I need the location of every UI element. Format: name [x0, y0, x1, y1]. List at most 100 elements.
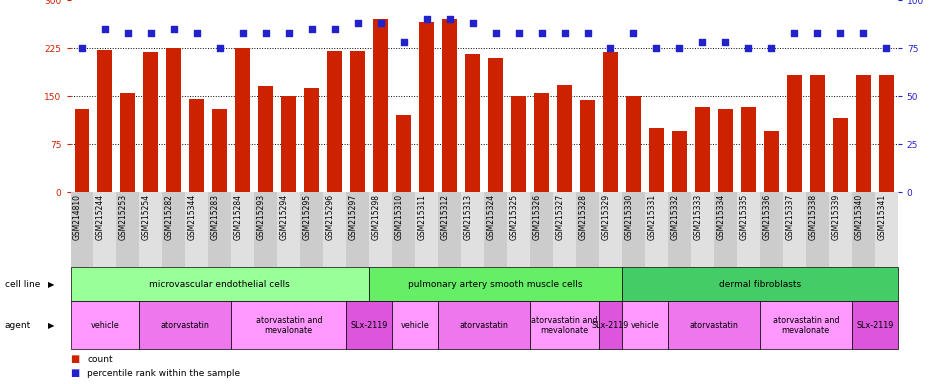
Point: [396, 39, 411, 45]
Text: ▶: ▶: [49, 321, 55, 330]
Bar: [465, 55, 480, 192]
Bar: [74, 109, 89, 192]
Bar: [488, 58, 503, 192]
Point: [351, 20, 366, 26]
Text: atorvastatin and
mevalonate: atorvastatin and mevalonate: [256, 316, 322, 335]
Point: [672, 45, 687, 51]
Bar: [281, 96, 296, 192]
Bar: [534, 93, 549, 192]
Bar: [741, 107, 756, 192]
Text: GSM215293: GSM215293: [257, 194, 266, 240]
Text: GSM215332: GSM215332: [670, 194, 680, 240]
Text: GSM215337: GSM215337: [785, 194, 794, 240]
Text: ■: ■: [70, 354, 80, 364]
Text: atorvastatin: atorvastatin: [161, 321, 210, 330]
Bar: [855, 75, 870, 192]
Point: [557, 30, 572, 36]
Point: [327, 26, 342, 32]
Point: [626, 30, 641, 36]
Point: [741, 45, 756, 51]
Bar: [580, 101, 595, 192]
Text: agent: agent: [5, 321, 31, 330]
Text: GSM214810: GSM214810: [73, 194, 82, 240]
Text: GSM215253: GSM215253: [119, 194, 128, 240]
Text: SLx-2119: SLx-2119: [856, 321, 893, 330]
Bar: [442, 19, 457, 192]
Text: GSM215313: GSM215313: [463, 194, 473, 240]
Bar: [833, 118, 848, 192]
Point: [695, 39, 710, 45]
Bar: [327, 51, 342, 192]
Text: GSM215338: GSM215338: [808, 194, 817, 240]
Point: [534, 30, 549, 36]
Bar: [144, 53, 158, 192]
Text: GSM215295: GSM215295: [303, 194, 312, 240]
Bar: [98, 50, 113, 192]
Point: [580, 30, 595, 36]
Bar: [396, 115, 411, 192]
Text: GSM215335: GSM215335: [740, 194, 748, 240]
Bar: [511, 96, 526, 192]
Text: GSM215336: GSM215336: [762, 194, 772, 240]
Bar: [212, 109, 227, 192]
Bar: [166, 48, 181, 192]
Bar: [373, 19, 388, 192]
Text: GSM215339: GSM215339: [831, 194, 840, 240]
Text: GSM215254: GSM215254: [142, 194, 151, 240]
Text: GSM215333: GSM215333: [694, 194, 702, 240]
Point: [442, 16, 457, 22]
Text: GSM215334: GSM215334: [716, 194, 726, 240]
Text: GSM215340: GSM215340: [854, 194, 863, 240]
Point: [212, 45, 227, 51]
Point: [74, 45, 89, 51]
Bar: [809, 75, 824, 192]
Text: GSM215344: GSM215344: [188, 194, 196, 240]
Point: [189, 30, 204, 36]
Text: GSM215330: GSM215330: [624, 194, 634, 240]
Point: [120, 30, 135, 36]
Text: GSM215327: GSM215327: [556, 194, 565, 240]
Bar: [258, 86, 274, 192]
Text: GSM215310: GSM215310: [395, 194, 403, 240]
Text: vehicle: vehicle: [400, 321, 430, 330]
Bar: [557, 85, 572, 192]
Text: GSM215282: GSM215282: [164, 194, 174, 240]
Text: SLx-2119: SLx-2119: [592, 321, 629, 330]
Text: vehicle: vehicle: [90, 321, 119, 330]
Bar: [120, 93, 135, 192]
Bar: [879, 75, 894, 192]
Text: atorvastatin and
mevalonate: atorvastatin and mevalonate: [531, 316, 598, 335]
Point: [879, 45, 894, 51]
Bar: [672, 131, 687, 192]
Text: GSM215326: GSM215326: [533, 194, 541, 240]
Text: GSM215294: GSM215294: [280, 194, 289, 240]
Text: GSM215324: GSM215324: [487, 194, 495, 240]
Point: [98, 26, 113, 32]
Bar: [764, 131, 778, 192]
Text: percentile rank within the sample: percentile rank within the sample: [87, 369, 241, 378]
Point: [764, 45, 779, 51]
Text: microvascular endothelial cells: microvascular endothelial cells: [149, 280, 290, 289]
Point: [305, 26, 320, 32]
Text: atorvastatin and
mevalonate: atorvastatin and mevalonate: [773, 316, 839, 335]
Bar: [189, 99, 204, 192]
Bar: [626, 96, 641, 192]
Point: [144, 30, 159, 36]
Text: GSM215283: GSM215283: [211, 194, 220, 240]
Point: [511, 30, 526, 36]
Point: [787, 30, 802, 36]
Bar: [718, 109, 733, 192]
Text: ▶: ▶: [49, 280, 55, 289]
Text: GSM215244: GSM215244: [96, 194, 105, 240]
Text: GSM215297: GSM215297: [349, 194, 358, 240]
Text: atorvastatin: atorvastatin: [460, 321, 509, 330]
Text: count: count: [87, 354, 113, 364]
Point: [855, 30, 870, 36]
Text: GSM215284: GSM215284: [234, 194, 243, 240]
Text: GSM215298: GSM215298: [371, 194, 381, 240]
Text: GSM215329: GSM215329: [602, 194, 610, 240]
Point: [809, 30, 824, 36]
Point: [718, 39, 733, 45]
Point: [166, 26, 181, 32]
Text: SLx-2119: SLx-2119: [351, 321, 388, 330]
